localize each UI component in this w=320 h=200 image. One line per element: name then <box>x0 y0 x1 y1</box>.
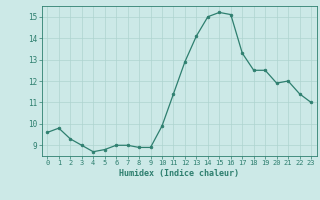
X-axis label: Humidex (Indice chaleur): Humidex (Indice chaleur) <box>119 169 239 178</box>
